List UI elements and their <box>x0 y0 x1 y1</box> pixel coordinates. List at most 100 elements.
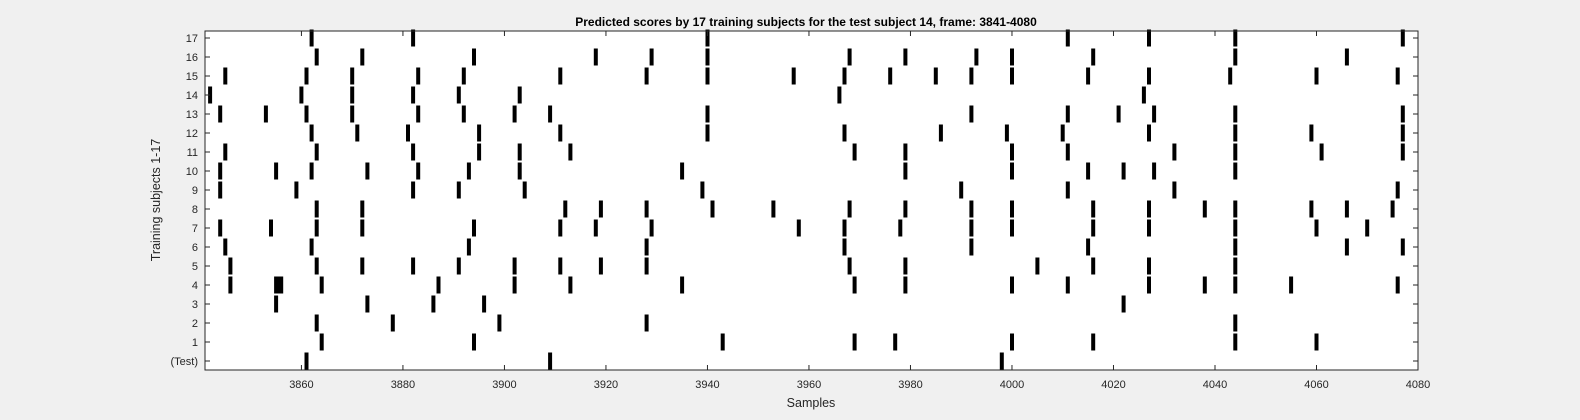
mark-row-5-10 <box>903 257 908 275</box>
mark-row-8-3 <box>598 200 603 218</box>
mark-row-17-2 <box>705 29 710 47</box>
mark-row-5-12 <box>1091 257 1096 275</box>
y-tick-label: 3 <box>192 299 198 311</box>
x-tick-label: 3980 <box>898 379 922 391</box>
mark-row-15-13 <box>1010 67 1014 85</box>
mark-row-4-0 <box>228 276 233 294</box>
mark-row-17-4 <box>1147 29 1151 47</box>
mark-row-8-7 <box>847 200 852 218</box>
mark-row-11-13 <box>1400 143 1405 161</box>
mark-row-13-6 <box>512 105 517 123</box>
mark-row-8-4 <box>644 200 649 218</box>
mark-row-7-16 <box>1314 219 1319 237</box>
data-marks <box>208 29 1405 370</box>
y-axis-label: Training subjects 1-17 <box>149 139 163 262</box>
mark-row-7-5 <box>558 219 563 237</box>
mark-row-8-0 <box>314 200 319 218</box>
mark-row-1-0 <box>319 333 324 351</box>
mark-row-4-9 <box>1010 276 1014 294</box>
mark-row-16-4 <box>649 48 654 66</box>
mark-row-13-14 <box>1400 105 1405 123</box>
mark-row-15-18 <box>1395 67 1400 85</box>
y-tick-label: 4 <box>192 280 198 292</box>
mark-row-4-1 <box>274 276 284 294</box>
mark-row-9-1 <box>294 181 299 199</box>
mark-row-6-9 <box>1400 238 1405 256</box>
mark-row-15-12 <box>969 67 974 85</box>
mark-row-10-6 <box>517 162 522 180</box>
mark-row-7-13 <box>1091 219 1096 237</box>
mark-row-8-9 <box>969 200 974 218</box>
mark-row-16-10 <box>1091 48 1096 66</box>
mark-row-12-13 <box>1400 124 1405 142</box>
mark-row-10-5 <box>466 162 471 180</box>
mark-row-7-1 <box>269 219 273 237</box>
mark-row-13-5 <box>461 105 466 123</box>
mark-row-10-0 <box>218 162 223 180</box>
mark-row-4-10 <box>1065 276 1070 294</box>
mark-row-16-6 <box>847 48 852 66</box>
mark-row-11-3 <box>477 143 482 161</box>
mark-row-16-7 <box>903 48 908 66</box>
mark-row-15-7 <box>705 67 710 85</box>
mark-row-1-8 <box>1314 333 1319 351</box>
y-tick-label: 11 <box>187 147 198 159</box>
mark-row-10-12 <box>1152 162 1157 180</box>
mark-row-8-10 <box>1010 200 1014 218</box>
mark-row-4-13 <box>1233 276 1238 294</box>
mark-row-17-3 <box>1065 29 1070 47</box>
mark-row-12-6 <box>842 124 847 142</box>
mark-row-13-8 <box>705 105 710 123</box>
mark-row-16-0 <box>314 48 319 66</box>
mark-row-1-7 <box>1233 333 1238 351</box>
mark-row-7-14 <box>1147 219 1151 237</box>
mark-row-15-14 <box>1086 67 1091 85</box>
mark-row-5-9 <box>847 257 852 275</box>
x-tick-label: 4020 <box>1101 379 1125 391</box>
mark-row-11-2 <box>411 143 416 161</box>
mark-row-15-8 <box>791 67 796 85</box>
plot-area <box>205 31 1418 370</box>
mark-row-13-3 <box>350 105 355 123</box>
y-tick-label: 14 <box>186 90 198 102</box>
mark-row-9-4 <box>522 181 527 199</box>
x-tick-label: 3920 <box>594 379 618 391</box>
mark-row-test-0 <box>304 352 309 370</box>
mark-row-8-16 <box>1344 200 1349 218</box>
mark-row-12-12 <box>1309 124 1314 142</box>
x-tick-label: 4080 <box>1406 379 1430 391</box>
mark-row-7-4 <box>472 219 476 237</box>
mark-row-7-2 <box>314 219 319 237</box>
mark-row-9-2 <box>411 181 416 199</box>
mark-row-10-11 <box>1121 162 1126 180</box>
mark-row-5-4 <box>456 257 461 275</box>
mark-row-7-9 <box>842 219 847 237</box>
mark-row-7-17 <box>1365 219 1370 237</box>
mark-row-10-10 <box>1086 162 1091 180</box>
mark-row-7-6 <box>593 219 598 237</box>
mark-row-6-3 <box>644 238 649 256</box>
y-tick-label: 15 <box>186 71 198 83</box>
mark-row-13-10 <box>1065 105 1070 123</box>
x-tick-label: 4040 <box>1203 379 1227 391</box>
y-tick-label: 10 <box>186 166 198 178</box>
mark-row-4-12 <box>1202 276 1207 294</box>
mark-row-8-12 <box>1147 200 1151 218</box>
mark-row-14-7 <box>1141 86 1146 104</box>
mark-row-1-4 <box>893 333 898 351</box>
mark-row-5-5 <box>512 257 517 275</box>
mark-row-13-0 <box>218 105 223 123</box>
mark-row-15-1 <box>304 67 309 85</box>
mark-row-8-15 <box>1309 200 1314 218</box>
mark-row-15-2 <box>350 67 355 85</box>
mark-row-2-2 <box>497 314 502 332</box>
mark-row-13-13 <box>1233 105 1238 123</box>
mark-row-7-3 <box>360 219 365 237</box>
y-tick-label: 17 <box>186 33 198 45</box>
mark-row-5-6 <box>558 257 563 275</box>
mark-row-6-5 <box>969 238 974 256</box>
mark-row-2-4 <box>1233 314 1238 332</box>
mark-row-5-7 <box>598 257 603 275</box>
